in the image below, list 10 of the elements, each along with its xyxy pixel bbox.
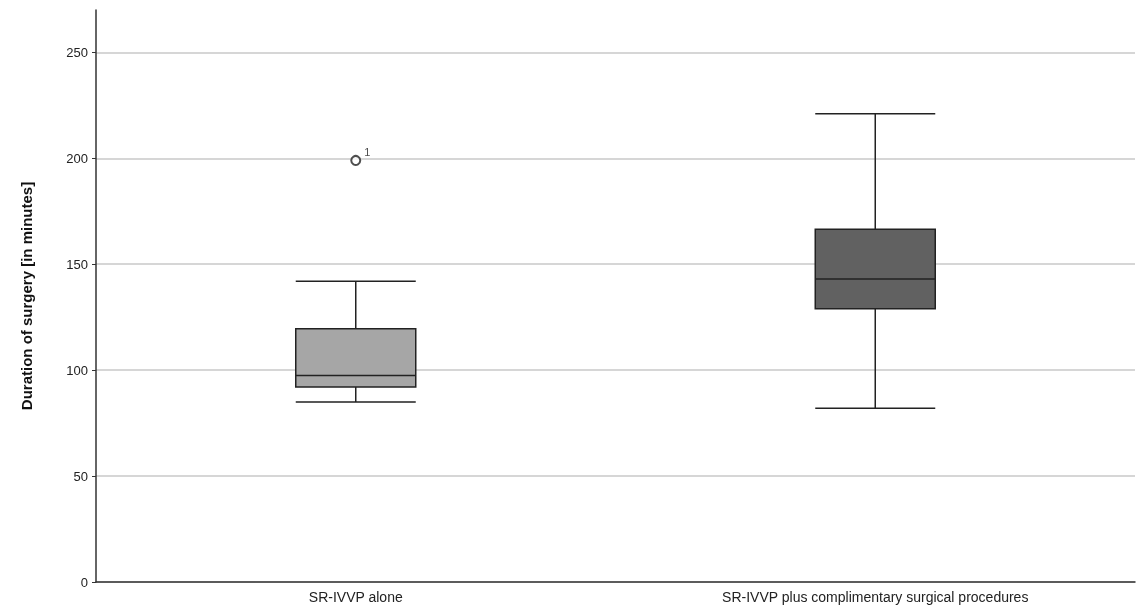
x-tick-label: SR-IVVP plus complimentary surgical procedures — [722, 589, 1029, 605]
y-axis-title: Duration of surgery [in minutes] — [18, 181, 35, 411]
y-tick-label: 200 — [66, 150, 88, 166]
annotation: 1 — [364, 146, 371, 159]
y-tick-label: 250 — [66, 44, 88, 60]
y-tick-label: 100 — [66, 362, 88, 378]
y-tick-label: 150 — [66, 256, 88, 272]
y-tick-label: 0 — [80, 574, 88, 590]
y-tick-label: 50 — [73, 468, 88, 484]
x-tick-label: SR-IVVP alone — [308, 589, 403, 605]
